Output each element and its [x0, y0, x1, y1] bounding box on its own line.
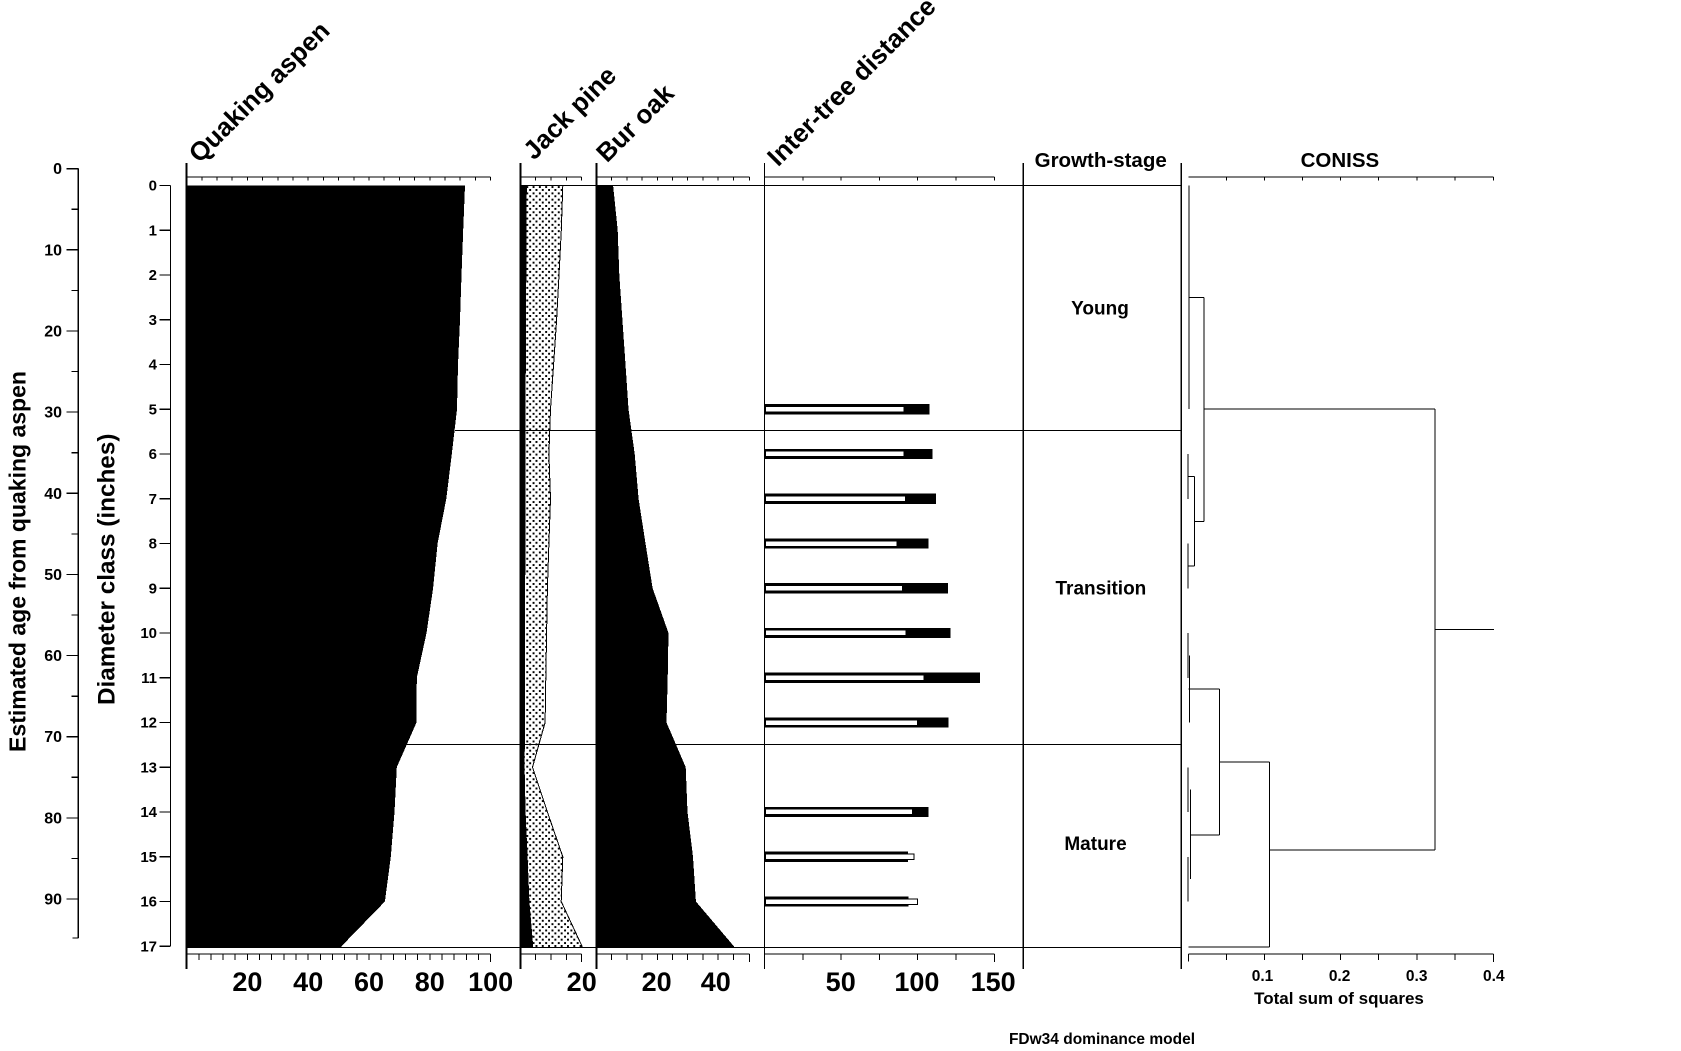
svg-text:13: 13 — [140, 760, 157, 777]
svg-text:20: 20 — [232, 967, 262, 997]
svg-text:6: 6 — [149, 446, 157, 463]
svg-text:40: 40 — [44, 486, 62, 503]
svg-text:9: 9 — [149, 581, 157, 598]
svg-text:0.2: 0.2 — [1329, 968, 1351, 985]
svg-text:10: 10 — [140, 625, 157, 642]
svg-text:FDw34 dominance model: FDw34 dominance model — [1009, 1031, 1195, 1048]
svg-text:12: 12 — [140, 715, 157, 732]
svg-text:1: 1 — [149, 222, 157, 239]
svg-text:60: 60 — [44, 648, 62, 665]
svg-text:17: 17 — [140, 939, 157, 956]
svg-text:Inter-tree distance: Inter-tree distance — [761, 0, 942, 172]
svg-text:0.3: 0.3 — [1406, 968, 1428, 985]
svg-text:2: 2 — [149, 267, 157, 284]
svg-text:20: 20 — [567, 967, 597, 997]
svg-text:CONISS: CONISS — [1301, 149, 1380, 172]
svg-text:40: 40 — [293, 967, 323, 997]
svg-text:Total sum of squares: Total sum of squares — [1254, 989, 1424, 1008]
svg-text:16: 16 — [140, 894, 157, 911]
svg-text:Transition: Transition — [1056, 578, 1147, 599]
svg-text:Quaking aspen: Quaking aspen — [183, 15, 336, 168]
svg-text:100: 100 — [468, 967, 513, 997]
svg-text:0: 0 — [53, 161, 62, 178]
svg-text:15: 15 — [140, 849, 157, 866]
svg-text:Diameter class (inches): Diameter class (inches) — [94, 434, 121, 705]
svg-text:0: 0 — [149, 178, 157, 195]
svg-text:100: 100 — [894, 967, 939, 997]
svg-text:5: 5 — [149, 401, 157, 418]
svg-text:70: 70 — [44, 729, 62, 746]
svg-text:Growth-stage: Growth-stage — [1035, 149, 1167, 172]
svg-text:20: 20 — [44, 324, 62, 341]
svg-text:0.1: 0.1 — [1252, 968, 1274, 985]
svg-text:40: 40 — [701, 967, 731, 997]
svg-text:20: 20 — [642, 967, 672, 997]
svg-text:4: 4 — [149, 357, 158, 374]
svg-text:Estimated age from quaking asp: Estimated age from quaking aspen — [5, 371, 31, 752]
svg-text:Young: Young — [1071, 299, 1129, 320]
svg-text:90: 90 — [44, 892, 62, 909]
svg-text:11: 11 — [141, 670, 157, 687]
svg-text:14: 14 — [140, 804, 157, 821]
svg-text:60: 60 — [354, 967, 384, 997]
svg-text:150: 150 — [971, 967, 1016, 997]
svg-text:7: 7 — [149, 491, 157, 508]
svg-text:0.4: 0.4 — [1483, 968, 1505, 985]
svg-text:50: 50 — [826, 967, 856, 997]
svg-text:80: 80 — [44, 810, 62, 827]
svg-text:Mature: Mature — [1064, 834, 1126, 855]
svg-text:50: 50 — [44, 567, 62, 584]
svg-text:10: 10 — [44, 242, 62, 259]
svg-text:3: 3 — [149, 312, 157, 329]
svg-text:30: 30 — [44, 405, 62, 422]
svg-text:8: 8 — [149, 536, 157, 553]
svg-text:80: 80 — [415, 967, 445, 997]
